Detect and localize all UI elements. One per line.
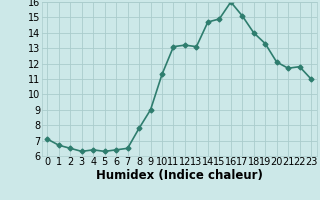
X-axis label: Humidex (Indice chaleur): Humidex (Indice chaleur) [96, 169, 263, 182]
